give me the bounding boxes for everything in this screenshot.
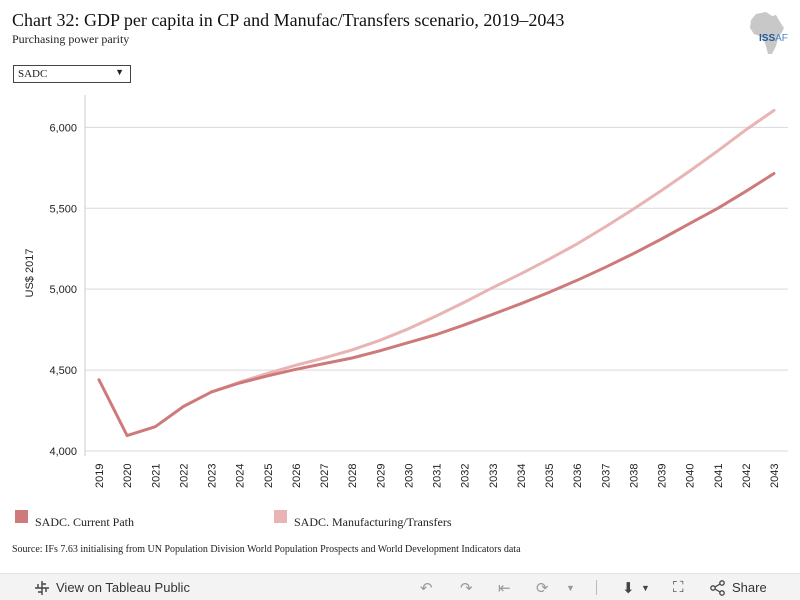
x-tick-label: 2027	[319, 464, 331, 488]
y-tick-labels: 4,000 4,500 5,000 5,500 6,000	[49, 122, 77, 458]
legend-swatch-current-path	[15, 510, 28, 523]
series-line-current-path[interactable]	[97, 172, 776, 438]
x-tick-label: 2039	[657, 464, 669, 488]
x-tick-label: 2019	[94, 464, 106, 488]
toolbar-divider	[596, 580, 597, 595]
y-axis-label: US$ 2017	[24, 249, 36, 298]
x-tick-label: 2023	[207, 464, 219, 488]
region-filter-dropdown[interactable]: SADC ▼	[13, 65, 131, 83]
chart-subtitle: Purchasing power parity	[12, 32, 130, 46]
x-tick-label: 2029	[375, 464, 387, 488]
y-tick-label: 5,500	[49, 203, 77, 215]
tableau-logo-icon	[35, 581, 49, 595]
logo-text: ISSAF	[759, 33, 788, 44]
x-tick-label: 2028	[347, 464, 359, 488]
x-tick-label: 2024	[235, 464, 247, 488]
share-icon	[710, 580, 725, 596]
x-tick-label: 2041	[713, 464, 725, 488]
x-tick-label: 2020	[122, 464, 134, 488]
fullscreen-icon[interactable]: ⛶	[673, 579, 684, 596]
x-tick-label: 2042	[741, 464, 753, 488]
x-tick-label: 2022	[178, 464, 190, 488]
x-tick-label: 2025	[263, 464, 275, 488]
y-tick-label: 5,000	[49, 284, 77, 296]
x-tick-labels: 2019 2020 2021 2022 2023 2024 2025 2026 2027 2028…	[94, 464, 781, 488]
refresh-icon[interactable]: ⟳	[536, 580, 549, 597]
x-tick-label: 2043	[769, 464, 781, 488]
legend-label-current-path: SADC. Current Path	[35, 515, 134, 529]
legend-swatch-manufacturing-transfers	[274, 510, 287, 523]
x-tick-label: 2021	[150, 464, 162, 488]
download-dropdown-icon[interactable]: ▼	[641, 583, 650, 593]
x-tick-label: 2030	[403, 464, 415, 488]
source-note: Source: IFs 7.63 initialising from UN Po…	[12, 544, 521, 555]
x-tick-label: 2037	[600, 464, 612, 488]
y-tick-label: 4,000	[49, 446, 77, 458]
x-tick-label: 2036	[572, 464, 584, 488]
y-tick-label: 4,500	[49, 365, 77, 377]
iss-africa-logo	[750, 12, 784, 54]
tableau-toolbar: View on Tableau Public ↶ ↷ ⇤ ⟳ ▼ ⬇ ▼ ⛶ S…	[0, 573, 800, 600]
gridlines	[85, 126, 788, 452]
refresh-dropdown-icon[interactable]: ▼	[566, 583, 575, 593]
x-tick-label: 2031	[432, 464, 444, 488]
region-filter-value: SADC	[18, 68, 48, 80]
x-tick-label: 2034	[516, 464, 528, 488]
x-tick-label: 2040	[685, 464, 697, 488]
x-tick-label: 2035	[544, 464, 556, 488]
revert-icon[interactable]: ⇤	[498, 580, 511, 597]
undo-icon[interactable]: ↶	[420, 580, 433, 597]
x-tick-label: 2038	[628, 464, 640, 488]
x-tick-label: 2032	[460, 464, 472, 488]
series-lines	[97, 108, 776, 438]
y-tick-label: 6,000	[49, 122, 77, 134]
chevron-down-icon: ▼	[115, 67, 124, 77]
x-tick-label: 2033	[488, 464, 500, 488]
download-icon[interactable]: ⬇	[622, 580, 635, 597]
x-tick-label: 2026	[291, 464, 303, 488]
chart-title: Chart 32: GDP per capita in CP and Manuf…	[12, 10, 565, 30]
legend-label-manufacturing-transfers: SADC. Manufacturing/Transfers	[294, 515, 452, 529]
series-line-manufacturing-transfers[interactable]	[210, 108, 776, 394]
redo-icon[interactable]: ↷	[460, 580, 473, 597]
view-on-tableau-label: View on Tableau Public	[56, 580, 190, 595]
share-label: Share	[732, 580, 767, 595]
